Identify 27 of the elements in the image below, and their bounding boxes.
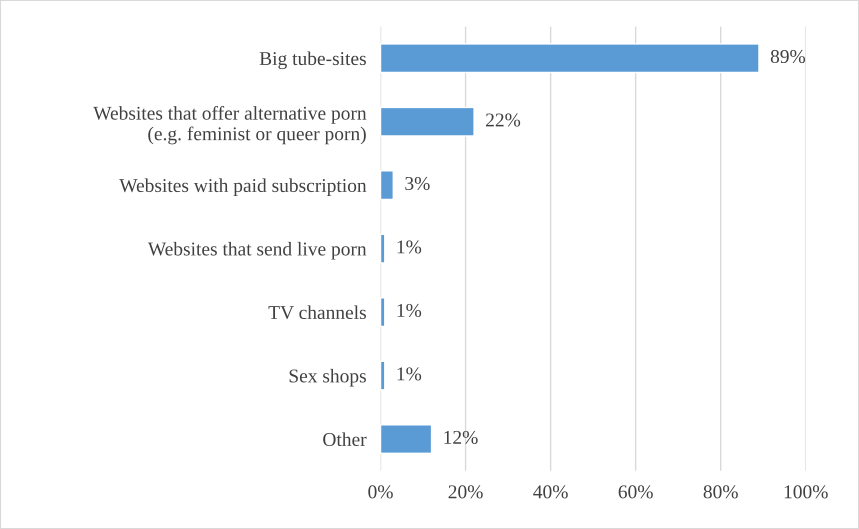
data-label: 22% — [486, 113, 520, 127]
y-tick-label: Websites with paid subscription — [119, 178, 366, 196]
bar — [380, 234, 386, 264]
bar — [380, 106, 475, 137]
y-tick-label: Other — [323, 432, 366, 446]
bar — [380, 360, 386, 391]
data-label: 1% — [398, 240, 422, 254]
bar — [380, 424, 432, 454]
x-tick-label: 80% — [704, 485, 738, 498]
bar — [380, 170, 394, 200]
x-tick-label: 60% — [618, 485, 653, 498]
data-label: 1% — [398, 367, 422, 381]
y-tick-label: Big tube-sites — [260, 51, 366, 70]
data-label: 89% — [770, 50, 806, 64]
data-label: 3% — [405, 176, 430, 190]
y-tick-label: Websites that offer alternative porn (e.g. feminist or queer porn) — [93, 106, 366, 144]
x-tick-label: 100% — [784, 485, 828, 498]
bar — [380, 297, 386, 328]
y-tick-label: Sex shops — [290, 368, 366, 386]
y-tick-label: TV channels — [268, 305, 366, 320]
x-tick-label: 20% — [448, 485, 483, 498]
x-tick-label: 40% — [533, 485, 568, 498]
x-tick-label: 0% — [368, 485, 393, 498]
data-label: 12% — [444, 430, 478, 444]
bar — [380, 43, 760, 74]
y-tick-label: Websites that send live porn — [148, 242, 366, 260]
data-label: 1% — [398, 304, 422, 318]
